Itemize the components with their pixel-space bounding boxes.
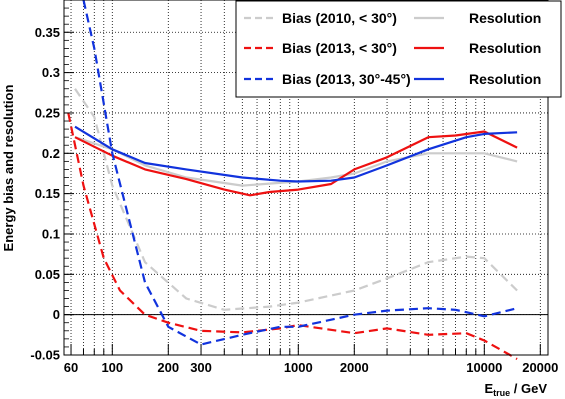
y-tick-label: 0 (53, 307, 60, 322)
legend: Bias (2010, < 30°) Resolution Bias (2013, … (235, 0, 562, 98)
y-tick-label: 0.15 (35, 186, 60, 201)
series-line-resolution-1 (74, 136, 518, 187)
x-axis-title: Etrue / GeV (484, 381, 547, 398)
series-line-resolution-5 (74, 125, 518, 183)
x-tick-label: 1000 (284, 360, 313, 375)
x-tick-label: 60 (64, 360, 78, 375)
y-tick-label: 0.35 (35, 25, 60, 40)
x-axis-title-unit: / GeV (510, 381, 547, 396)
y-tick-label: 0.25 (35, 105, 60, 120)
y-tick-label: 0.05 (35, 267, 60, 282)
series-line-bias-0 (74, 88, 518, 311)
x-tick-label: 200 (157, 360, 179, 375)
y-tick-label: 0.2 (42, 146, 60, 161)
x-tick-label: 10000 (466, 360, 502, 375)
x-tick-label: 20000 (522, 360, 558, 375)
x-tick-label: 2000 (340, 360, 369, 375)
x-axis-title-main: E (484, 381, 493, 396)
legend-label-2: Bias (2013, < 30°) (282, 40, 397, 56)
grid-lines (64, 0, 548, 356)
x-tick-labels: 60 100 200 300 1000 2000 10000 20000 (64, 360, 559, 375)
x-tick-label: 300 (190, 360, 212, 375)
series-line-resolution-3 (74, 130, 518, 197)
y-tick-labels: -0.05 0 0.05 0.1 0.15 0.2 0.25 0.3 0.35 (30, 25, 60, 363)
x-axis-title-sub: true (493, 388, 510, 398)
legend-label-5: Resolution (469, 71, 541, 87)
y-tick-label: -0.05 (30, 348, 60, 363)
legend-label-4: Bias (2013, 30°-45°) (282, 71, 411, 87)
legend-label-3: Resolution (469, 40, 541, 56)
legend-label-1: Resolution (469, 10, 541, 26)
y-axis-title: Energy bias and resolution (1, 85, 16, 252)
legend-label-0: Bias (2010, < 30°) (282, 10, 397, 26)
series-lines (67, 0, 518, 360)
series-line-bias-4 (82, 0, 518, 346)
axis-ticks (64, 7, 541, 356)
y-tick-label: 0.1 (42, 226, 60, 241)
legend-box (235, 0, 562, 98)
x-tick-label: 100 (101, 360, 123, 375)
y-tick-label: 0.3 (42, 65, 60, 80)
